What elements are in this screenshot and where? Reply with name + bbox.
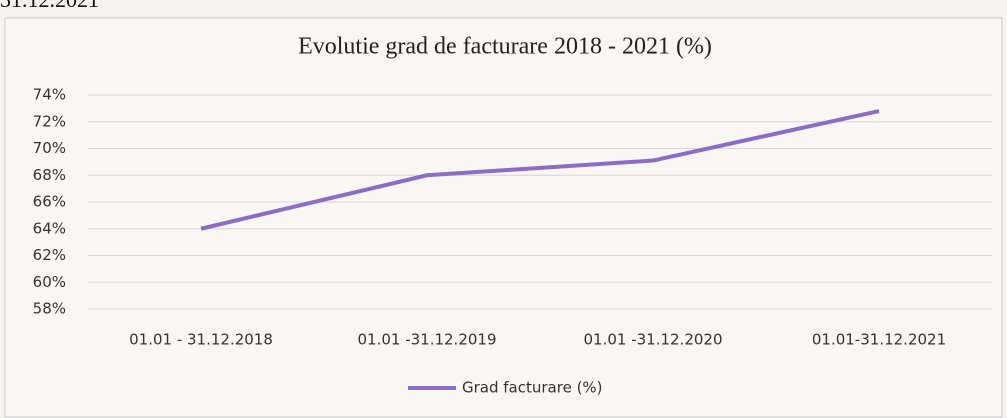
y-tick-label: 62% [33, 246, 66, 264]
y-tick-label: 60% [33, 273, 66, 291]
y-tick-label: 70% [33, 139, 66, 157]
y-tick-label: 74% [33, 86, 66, 104]
x-tick-label: 01.01-31.12.2021 [812, 331, 946, 349]
y-tick-label: 66% [33, 193, 66, 211]
y-tick-label: 72% [33, 112, 66, 130]
y-tick-label: 68% [33, 166, 66, 184]
chart-frame [4, 17, 1003, 418]
y-tick-label: 64% [33, 219, 66, 237]
series-line [200, 109, 880, 231]
y-tick-label: 58% [33, 300, 66, 318]
x-tick-label: 01.01 - 31.12.2018 [129, 331, 273, 349]
page-header: 31.12.2021 [0, 0, 99, 12]
x-tick-label: 01.01 -31.12.2019 [357, 331, 496, 349]
chart-title: Evolutie grad de facturare 2018 - 2021 (… [298, 34, 712, 60]
x-tick-label: 01.01 -31.12.2020 [583, 331, 722, 349]
legend-label: Grad facturare (%) [462, 379, 603, 397]
